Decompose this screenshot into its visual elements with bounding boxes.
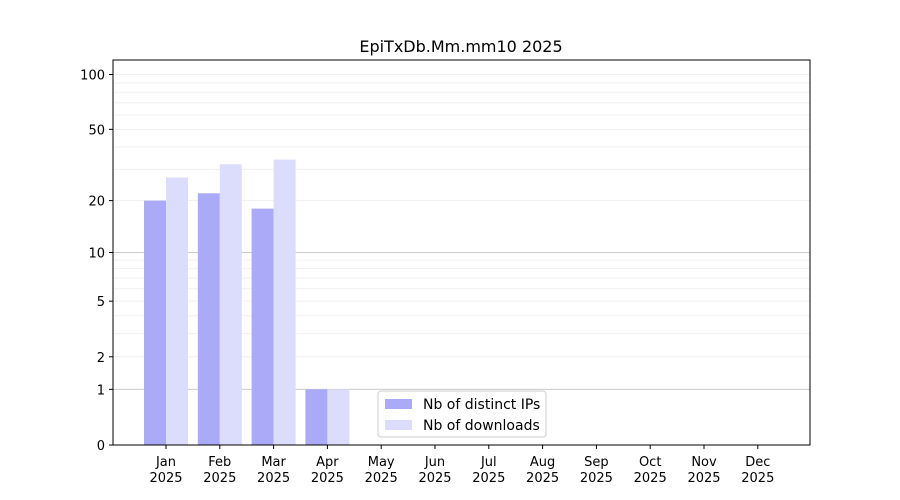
chart-title: EpiTxDb.Mm.mm10 2025 [359,37,562,56]
x-tick-month: Dec [745,455,770,470]
x-tick-year: 2025 [687,471,720,486]
x-tick-year: 2025 [418,471,451,486]
x-tick-month: May [368,455,395,470]
x-tick-year: 2025 [741,471,774,486]
x-tick-month: Oct [639,455,661,470]
x-tick-month: Mar [261,455,286,470]
x-tick-year: 2025 [580,471,613,486]
legend: Nb of distinct IPs Nb of downloads [377,390,547,438]
x-tick-month: Apr [316,455,339,470]
x-tick-month: Feb [208,455,231,470]
y-tick-label: 5 [97,295,105,310]
x-tick-month: Sep [584,455,609,470]
y-tick-label: 10 [88,247,105,262]
legend-swatch [385,399,412,409]
x-tick-year: 2025 [311,471,344,486]
y-tick-label: 50 [88,123,105,138]
x-tick-year: 2025 [472,471,505,486]
x-tick-month: Aug [530,455,555,470]
bar-distinct-ips [251,208,274,445]
x-tick-year: 2025 [257,471,290,486]
y-tick-label: 1 [97,383,105,398]
y-axis: 0 1 2 5 10 20 50 100 [80,69,113,454]
x-tick-month: Jan [155,455,176,470]
x-axis: Jan2025Feb2025Mar2025Apr2025May2025Jun20… [149,445,774,486]
x-tick-year: 2025 [203,471,236,486]
x-tick-year: 2025 [365,471,398,486]
bar-distinct-ips [305,389,328,445]
y-tick-label: 0 [97,439,105,454]
x-tick-year: 2025 [526,471,559,486]
y-tick-label: 100 [80,69,105,84]
bars [144,159,350,445]
x-tick-month: Nov [691,455,717,470]
bar-downloads [327,389,350,445]
x-tick-month: Jul [480,455,497,470]
bar-downloads [166,177,188,445]
x-tick-month: Jun [424,455,445,470]
bar-downloads [219,164,242,445]
y-tick-label: 20 [88,195,105,210]
legend-swatch [385,420,412,430]
legend-label: Nb of downloads [423,418,540,434]
y-tick-label: 2 [97,351,105,366]
legend-box [377,390,547,438]
x-tick-year: 2025 [149,471,182,486]
bar-distinct-ips [197,193,220,445]
bar-downloads [273,159,296,445]
x-tick-year: 2025 [634,471,667,486]
bar-distinct-ips [144,200,166,445]
legend-label: Nb of distinct IPs [423,397,540,413]
